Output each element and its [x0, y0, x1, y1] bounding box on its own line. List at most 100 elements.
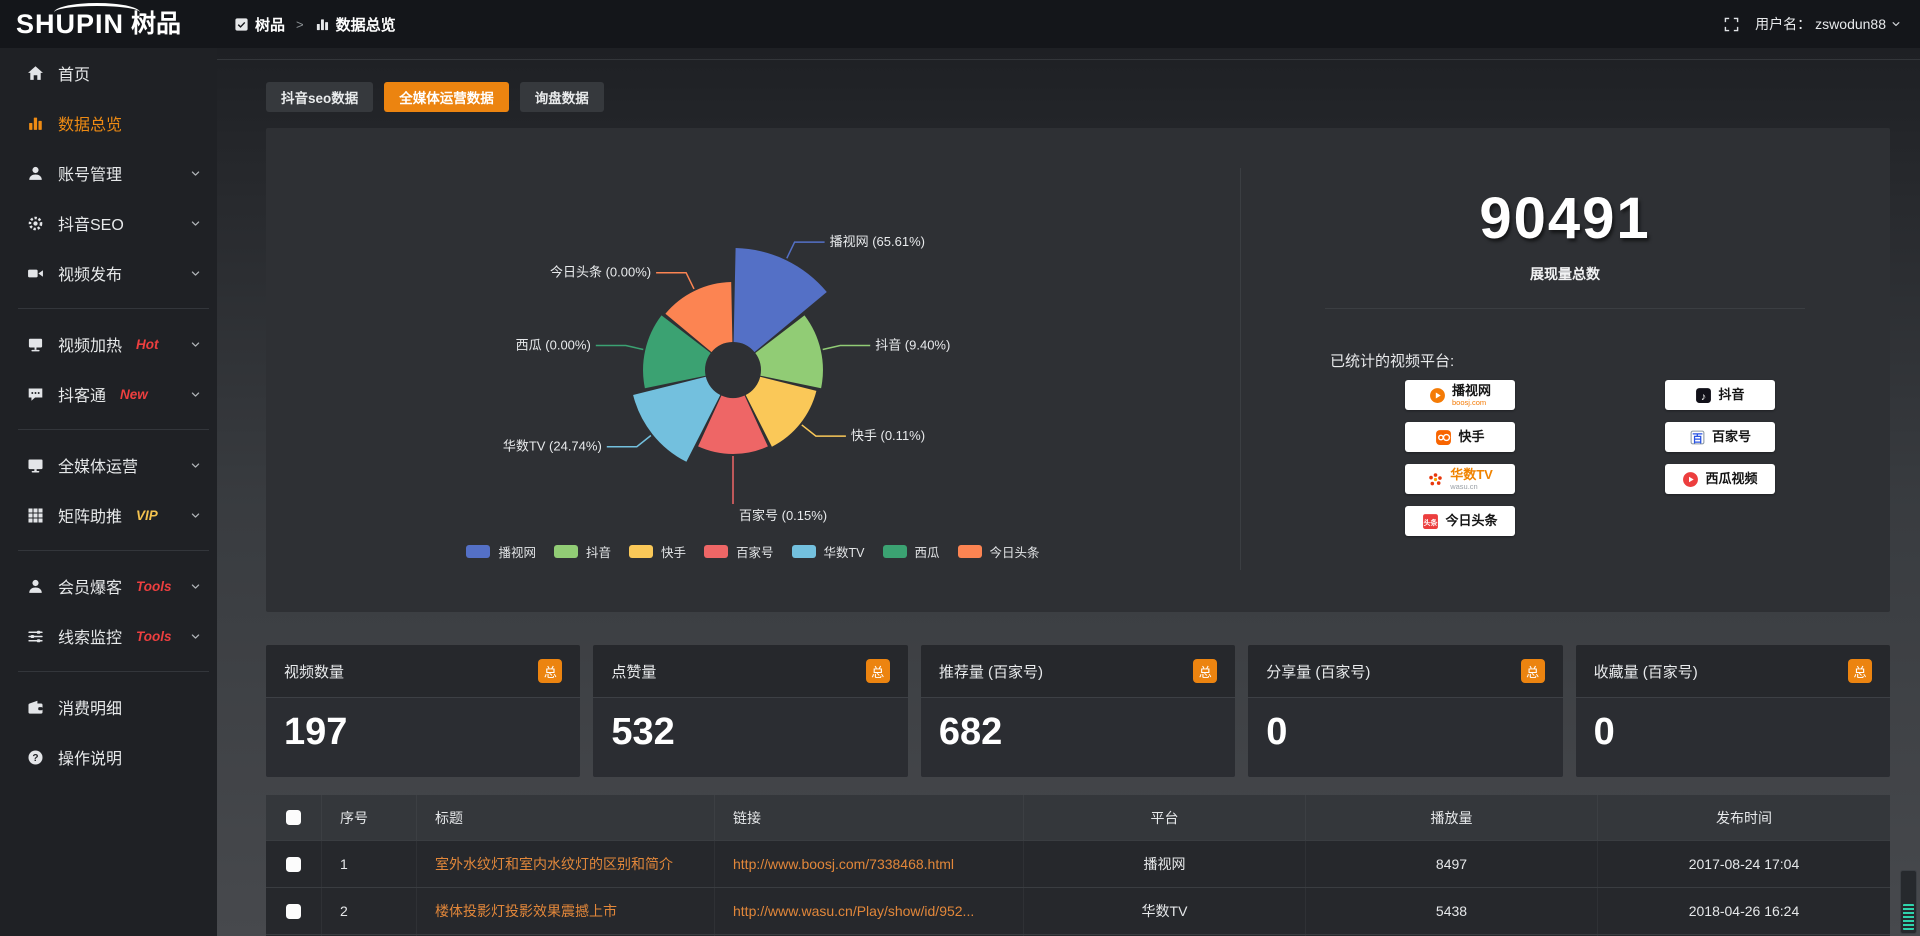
cell-link[interactable]: http://www.wasu.cn/Play/show/id/952... [715, 888, 1024, 934]
sidebar-item-label: 数据总览 [58, 117, 123, 134]
stat-card-value: 0 [1593, 711, 1615, 753]
sidebar-item-badge: Tools [136, 578, 172, 594]
fullscreen-icon[interactable] [1724, 17, 1739, 32]
douyin-logo-icon: ♪ [1695, 387, 1712, 404]
row-checkbox[interactable] [286, 856, 301, 872]
stat-card-header: 收藏量 (百家号) 总 [1575, 645, 1891, 698]
pie-label: 西瓜 (0.00%) [516, 338, 591, 353]
pie-label-line [595, 344, 644, 351]
chevron-down-icon [189, 338, 202, 351]
platform-badge-text: 百家号 [1712, 430, 1751, 444]
stat-card-value: 532 [611, 711, 675, 753]
svg-text:?: ? [32, 752, 38, 763]
pie-slice-4[interactable] [633, 376, 721, 462]
stat-card-header: 分享量 (百家号) 总 [1248, 645, 1563, 698]
board-icon [27, 336, 44, 353]
sidebar-item-label: 视频加热 [58, 338, 123, 355]
xigua-logo-icon [1682, 471, 1699, 488]
cell-platform: 播视网 [1024, 841, 1306, 887]
stat-card-title: 视频数量 [284, 663, 345, 681]
legend-item[interactable]: 抖音 [553, 542, 611, 561]
legend-label: 今日头条 [989, 546, 1040, 560]
sidebar-item-media[interactable]: 全媒体运营 [0, 440, 217, 490]
tab-media-operation-data[interactable]: 全媒体运营数据 [384, 82, 509, 112]
pie-slice-6[interactable] [665, 282, 733, 353]
header-cell: 平台 [1024, 795, 1306, 840]
platform-badge-text: 播视网 boosj.com [1452, 384, 1491, 406]
legend-label: 华数TV [823, 546, 865, 560]
legend-item[interactable]: 播视网 [466, 542, 536, 561]
scrollbar[interactable] [1900, 870, 1917, 934]
cell-link[interactable]: http://www.boosj.com/7338468.html [715, 841, 1024, 887]
legend-label: 西瓜 [914, 546, 940, 560]
total-impressions-label: 展现量总数 [1530, 266, 1600, 282]
row-checkbox[interactable] [286, 903, 301, 919]
legend-item[interactable]: 百家号 [704, 542, 774, 561]
stat-card-0: 视频数量 总 197 [266, 645, 581, 777]
header-cell: 标题 [417, 795, 715, 840]
platform-badge-douyin: ♪ 抖音 [1665, 380, 1775, 410]
sidebar-item-label: 线索监控 [58, 630, 123, 647]
sidebar-item-matrix[interactable]: 矩阵助推 VIP [0, 490, 217, 540]
stat-card-2: 推荐量 (百家号) 总 682 [920, 645, 1236, 777]
cell-title[interactable]: 室外水纹灯和室内水纹灯的区别和简介 [417, 841, 715, 887]
tab-douyin-seo-data[interactable]: 抖音seo数据 [266, 82, 374, 112]
video-table: 序号 标题 链接 平台 播放量 发布时间 1 室外水纹灯和室内水纹灯的区别和简介 http://… [266, 795, 1890, 936]
tab-inquiry-data[interactable]: 询盘数据 [519, 82, 604, 112]
cell-title[interactable]: 楼体投影灯投影效果震撼上市 [417, 888, 715, 934]
legend-label: 快手 [660, 546, 686, 560]
chevron-down-icon [189, 630, 202, 643]
platform-badge-text: 华数TV wasu.cn [1450, 468, 1493, 490]
sidebar-item-label: 账号管理 [58, 167, 123, 184]
pie-label: 今日头条 (0.00%) [550, 265, 651, 280]
svg-text:百: 百 [1692, 432, 1703, 444]
legend-swatch [791, 545, 816, 558]
platform-name: 今日头条 [1445, 513, 1498, 529]
chart-legend: 播视网 抖音 快手 百家号 华数TV 西瓜 今日头条 [266, 542, 1240, 561]
sidebar-item-heat[interactable]: 视频加热 Hot [0, 319, 217, 369]
gear-icon [27, 215, 44, 232]
pie-slice-0[interactable] [733, 248, 827, 353]
select-all-checkbox[interactable] [286, 810, 301, 825]
sidebar-item-home[interactable]: 首页 [0, 48, 217, 98]
pie-slice-3[interactable] [698, 395, 768, 454]
sidebar-item-member[interactable]: 会员爆客 Tools [0, 561, 217, 611]
stat-card-4: 收藏量 (百家号) 总 0 [1575, 645, 1891, 777]
sidebar-item-clue[interactable]: 线索监控 Tools [0, 611, 217, 661]
pie-slice-1[interactable] [755, 315, 823, 389]
sidebar: 首页数据总览账号管理抖音SEO 视频发布视频加热 Hot 抖客通 New 全媒体运营矩阵助… [0, 48, 217, 936]
sidebar-item-douyin-seo[interactable]: 抖音SEO [0, 198, 217, 248]
sidebar-item-badge: VIP [136, 507, 158, 523]
row-checkbox-cell [266, 841, 322, 887]
sidebar-item-publish[interactable]: 视频发布 [0, 248, 217, 298]
baijiahao-logo-icon: 百 [1689, 429, 1706, 446]
chevron-down-icon [189, 217, 202, 230]
cell-time: 2018-04-26 16:24 [1688, 903, 1800, 919]
user-menu[interactable]: 用户名： zswodun88 [1755, 14, 1902, 34]
sidebar-item-expense[interactable]: 消费明细 [0, 682, 217, 732]
stat-card-title: 推荐量 (百家号) [938, 663, 1043, 681]
platform-badge-text: 抖音 [1718, 388, 1744, 402]
legend-item[interactable]: 今日头条 [957, 542, 1040, 561]
legend-item[interactable]: 西瓜 [882, 542, 940, 561]
legend-item[interactable]: 华数TV [791, 542, 865, 561]
stat-card-title: 分享量 (百家号) [1266, 663, 1371, 681]
pie-slice-5[interactable] [643, 315, 711, 389]
wallet-icon [27, 699, 44, 716]
pie-slice-2[interactable] [745, 376, 817, 447]
platform-sub: boosj.com [1451, 397, 1487, 407]
platform-badge-text: 快手 [1458, 430, 1484, 444]
sidebar-item-account[interactable]: 账号管理 [0, 148, 217, 198]
help-icon: ? [27, 749, 44, 766]
pie-label: 华数TV (24.74%) [503, 439, 602, 454]
legend-label: 播视网 [498, 546, 536, 560]
legend-item[interactable]: 快手 [628, 542, 686, 561]
sidebar-item-help[interactable]: ? 操作说明 [0, 732, 217, 782]
sidebar-item-douketong[interactable]: 抖客通 New [0, 369, 217, 419]
sidebar-item-label: 全媒体运营 [58, 459, 139, 476]
svg-text:♪: ♪ [1701, 390, 1706, 402]
sidebar-item-overview[interactable]: 数据总览 [0, 98, 217, 148]
breadcrumb-root[interactable]: 树品 [255, 16, 286, 34]
home-icon [27, 65, 44, 82]
platform-name: 西瓜视频 [1705, 471, 1758, 487]
